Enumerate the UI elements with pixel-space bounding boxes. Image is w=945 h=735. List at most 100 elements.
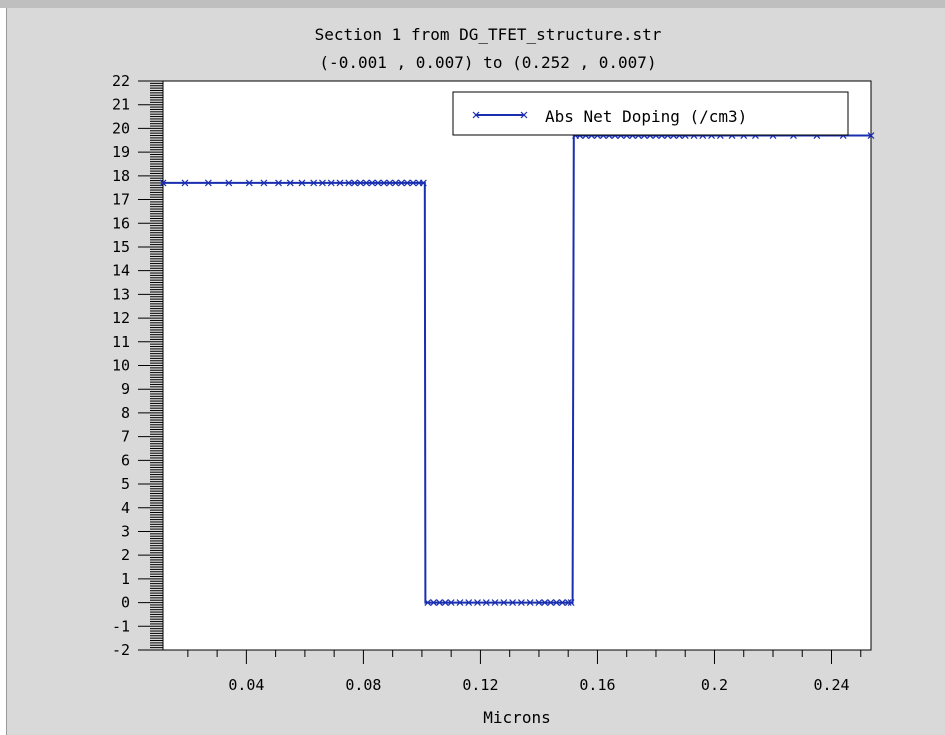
y-tick-label: 6 xyxy=(121,451,130,469)
series-marker xyxy=(465,599,473,607)
marker-stroke xyxy=(225,179,233,187)
marker-stroke xyxy=(553,599,560,607)
series-marker xyxy=(564,599,572,607)
marker-stroke xyxy=(245,179,253,187)
plot-area xyxy=(162,80,872,651)
series-marker xyxy=(386,179,394,187)
series-marker xyxy=(275,179,282,187)
legend-marker-sample xyxy=(472,111,528,119)
marker-stroke xyxy=(336,179,344,187)
marker-stroke xyxy=(398,179,405,187)
series-marker xyxy=(500,599,508,607)
marker-stroke xyxy=(424,599,432,607)
series-marker xyxy=(509,599,517,607)
y-tick-label: 0 xyxy=(121,594,130,612)
window-left-edge xyxy=(0,8,7,735)
marker-stroke xyxy=(500,599,508,607)
marker-stroke xyxy=(441,599,449,607)
series-marker xyxy=(409,179,417,187)
series-marker xyxy=(392,179,400,187)
series-marker xyxy=(327,179,335,187)
series-marker xyxy=(357,179,364,187)
marker-stroke xyxy=(419,179,427,187)
series-marker xyxy=(424,599,432,607)
x-tick-label: 0.16 xyxy=(579,676,615,694)
marker-stroke xyxy=(491,599,499,607)
marker-stroke xyxy=(345,179,353,187)
series-marker xyxy=(447,599,455,607)
window-top-edge xyxy=(0,0,945,8)
y-tick-label: 7 xyxy=(121,428,130,446)
marker-stroke xyxy=(535,599,543,607)
series-marker xyxy=(419,179,427,187)
series-marker xyxy=(403,179,411,187)
series-marker xyxy=(430,599,438,607)
series-marker xyxy=(436,599,443,607)
marker-stroke xyxy=(436,599,443,607)
marker-stroke xyxy=(204,179,212,187)
legend-box xyxy=(452,91,849,136)
marker-stroke xyxy=(482,599,490,607)
series-marker xyxy=(319,179,326,187)
series-marker xyxy=(204,179,212,187)
x-tick-label: 0.08 xyxy=(345,676,381,694)
y-tick-label: 3 xyxy=(121,522,130,540)
marker-stroke xyxy=(564,599,572,607)
series-marker xyxy=(867,132,875,139)
series-marker xyxy=(441,599,449,607)
y-tick-label: -1 xyxy=(112,617,130,635)
legend-label: Abs Net Doping (/cm3) xyxy=(545,107,747,126)
marker-stroke xyxy=(547,599,555,607)
series-marker xyxy=(159,179,167,187)
y-tick-label: 9 xyxy=(121,380,130,398)
series-marker xyxy=(380,179,388,187)
legend-marker-stroke xyxy=(520,111,528,119)
series-marker xyxy=(345,179,353,187)
marker-stroke xyxy=(541,599,549,607)
x-axis-label: Microns xyxy=(483,708,550,727)
marker-stroke xyxy=(386,179,394,187)
y-tick-label: 2 xyxy=(121,546,130,564)
y-tick-label: 18 xyxy=(112,167,130,185)
legend-marker-stroke xyxy=(472,111,480,119)
y-tick-label: 14 xyxy=(112,262,130,280)
series-marker xyxy=(526,599,534,607)
series-marker xyxy=(553,599,560,607)
x-tick-label: 0.04 xyxy=(228,676,264,694)
y-tick-label: 17 xyxy=(112,191,130,209)
series-marker xyxy=(517,599,525,607)
y-tick-label: 12 xyxy=(112,309,130,327)
y-tick-label: 11 xyxy=(112,333,130,351)
marker-stroke xyxy=(310,179,318,187)
y-tick-label: 1 xyxy=(121,570,130,588)
legend: Abs Net Doping (/cm3) xyxy=(452,91,849,136)
series-marker xyxy=(286,179,294,187)
marker-stroke xyxy=(403,179,411,187)
series-marker xyxy=(310,179,318,187)
marker-stroke xyxy=(474,599,481,607)
y-tick-label: 16 xyxy=(112,214,130,232)
series-marker xyxy=(474,599,481,607)
series-marker xyxy=(491,599,499,607)
series-marker xyxy=(482,599,490,607)
marker-stroke xyxy=(357,179,364,187)
y-tick-label: 19 xyxy=(112,143,130,161)
y-tick-label: 22 xyxy=(112,72,130,90)
series-marker xyxy=(374,179,382,187)
chart-subtitle: (-0.001 , 0.007) to (0.252 , 0.007) xyxy=(319,53,656,72)
y-tick-label: 4 xyxy=(121,499,130,517)
series-marker xyxy=(368,179,376,187)
y-tick-label: 21 xyxy=(112,96,130,114)
series-marker xyxy=(558,599,566,607)
marker-stroke xyxy=(181,179,189,187)
marker-stroke xyxy=(368,179,376,187)
marker-stroke xyxy=(286,179,294,187)
x-tick-label: 0.12 xyxy=(462,676,498,694)
marker-stroke xyxy=(867,132,875,139)
x-tick-label: 0.2 xyxy=(701,676,728,694)
marker-stroke xyxy=(298,179,306,187)
marker-stroke xyxy=(509,599,517,607)
